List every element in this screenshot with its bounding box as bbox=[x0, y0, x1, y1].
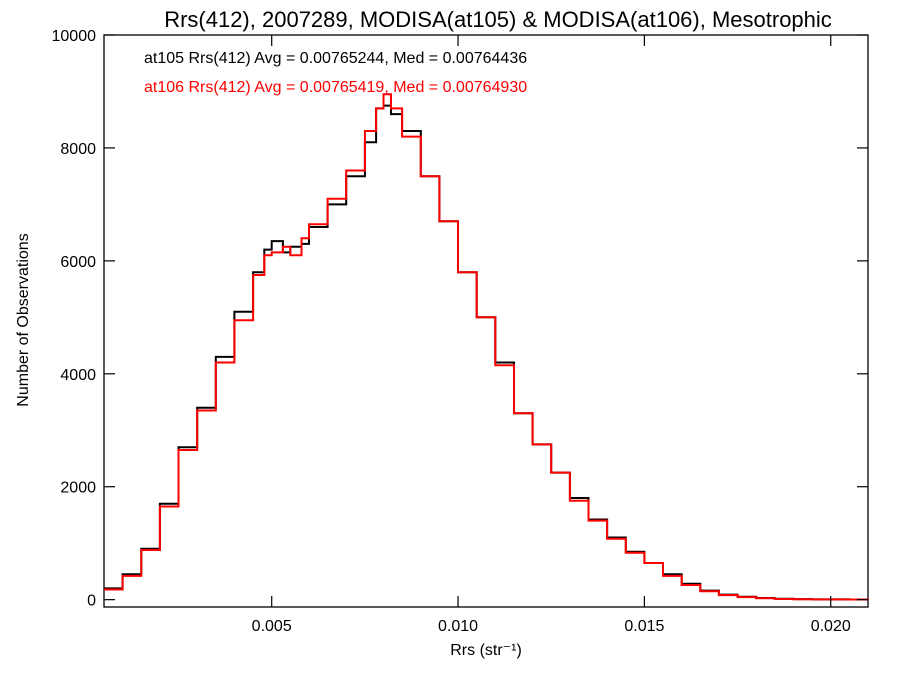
annotation-at106: at106 Rrs(412) Avg = 0.00765419, Med = 0… bbox=[144, 79, 527, 96]
y-tick-label: 4000 bbox=[60, 367, 96, 384]
series-line-at105 bbox=[104, 104, 869, 601]
tick-layer: 0.005 0.010 0.015 0.020 0 2000 4000 6000 8000 100… bbox=[52, 28, 868, 635]
x-tick-label: 0.015 bbox=[624, 618, 664, 635]
chart-title: Rrs(412), 2007289, MODISA(at105) & MODIS… bbox=[164, 7, 832, 32]
plot-border bbox=[103, 34, 869, 608]
x-axis-label: Rrs (str⁻¹) bbox=[450, 642, 522, 659]
x-tick-label: 0.010 bbox=[438, 618, 478, 635]
annotation-at105: at105 Rrs(412) Avg = 0.00765244, Med = 0… bbox=[144, 50, 527, 67]
x-tick-label: 0.020 bbox=[811, 618, 851, 635]
y-tick-label: 6000 bbox=[60, 254, 96, 271]
y-tick-label: 0 bbox=[87, 593, 96, 610]
y-tick-label: 2000 bbox=[60, 480, 96, 497]
y-axis-label: Number of Observations bbox=[15, 233, 32, 406]
series-line-at106 bbox=[104, 93, 869, 601]
x-tick-label: 0.005 bbox=[252, 618, 292, 635]
y-tick-label: 10000 bbox=[52, 28, 97, 45]
y-tick-label: 8000 bbox=[60, 141, 96, 158]
plot-frame bbox=[103, 34, 869, 608]
series-layer bbox=[104, 93, 869, 601]
